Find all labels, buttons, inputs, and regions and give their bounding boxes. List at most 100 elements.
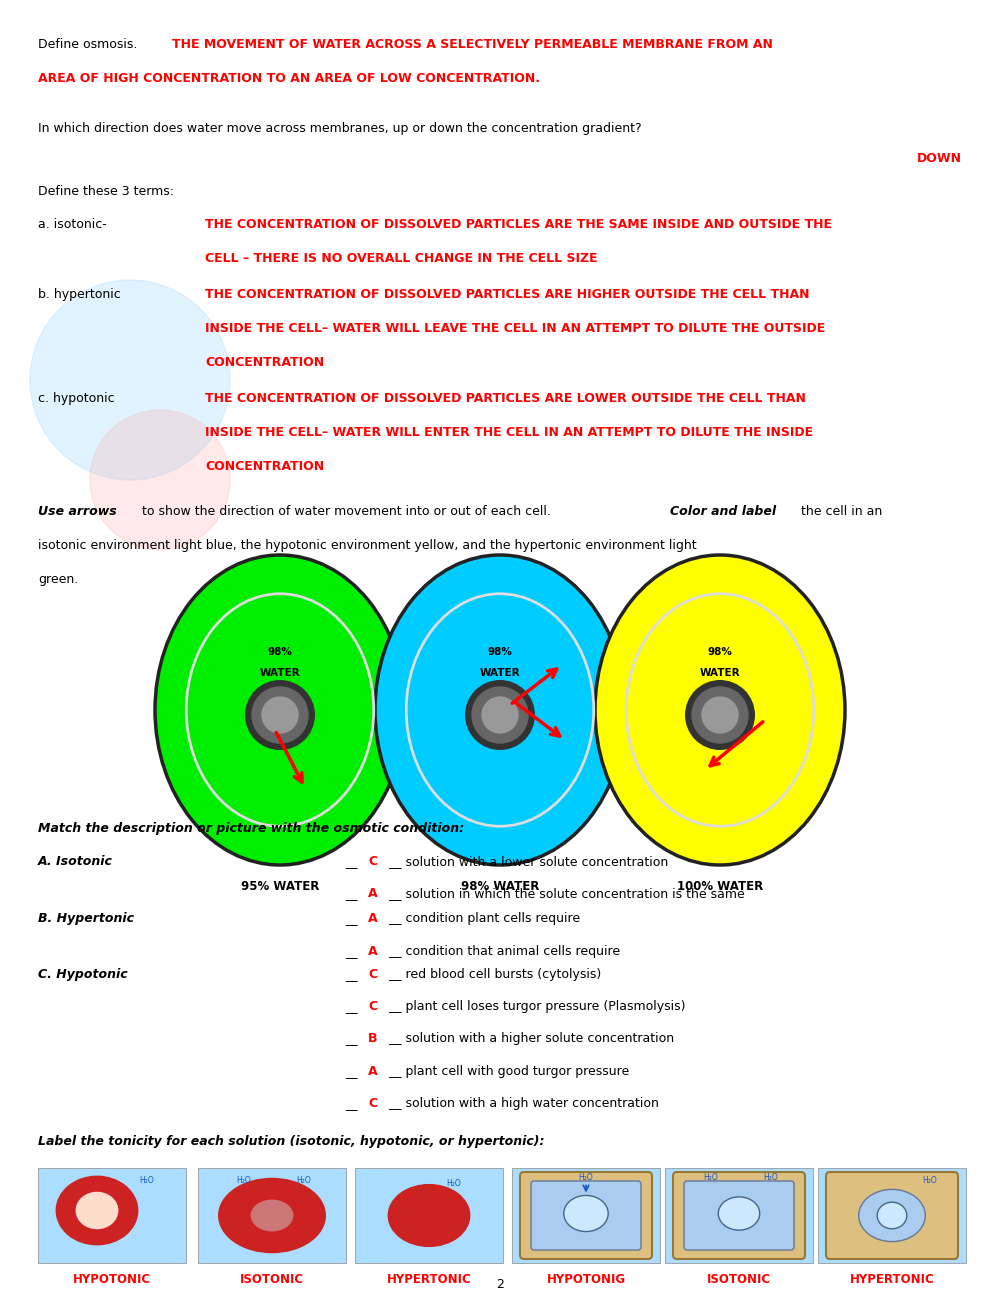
Text: H₂O: H₂O <box>140 1176 154 1185</box>
Circle shape <box>30 280 230 480</box>
Text: __: __ <box>345 912 362 925</box>
Text: A. Isotonic: A. Isotonic <box>38 855 113 868</box>
Text: H₂O: H₂O <box>704 1172 718 1181</box>
Text: WATER: WATER <box>260 668 300 678</box>
Text: ISOTONIC: ISOTONIC <box>707 1273 771 1286</box>
Text: WATER: WATER <box>480 668 520 678</box>
Text: H₂O: H₂O <box>237 1176 251 1185</box>
Text: Define osmosis.: Define osmosis. <box>38 38 141 50</box>
Text: __: __ <box>345 1033 362 1046</box>
FancyBboxPatch shape <box>531 1181 641 1250</box>
Text: C. Hypotonic: C. Hypotonic <box>38 968 128 981</box>
Text: __ condition that animal cells require: __ condition that animal cells require <box>385 945 620 958</box>
Text: CONCENTRATION: CONCENTRATION <box>205 356 324 369</box>
Text: __ plant cell with good turgor pressure: __ plant cell with good turgor pressure <box>385 1065 629 1078</box>
Text: HYPOTONIG: HYPOTONIG <box>546 1273 626 1286</box>
Text: __: __ <box>345 1097 362 1110</box>
Text: 95% WATER: 95% WATER <box>241 880 319 893</box>
Text: 98% WATER: 98% WATER <box>461 880 539 893</box>
FancyBboxPatch shape <box>512 1168 660 1263</box>
Text: H₂O: H₂O <box>764 1172 778 1181</box>
Ellipse shape <box>219 1179 325 1253</box>
Text: A: A <box>368 886 378 901</box>
Text: __ solution with a lower solute concentration: __ solution with a lower solute concentr… <box>385 855 668 868</box>
Text: __: __ <box>345 1065 362 1078</box>
Text: __ solution in which the solute concentration is the same: __ solution in which the solute concentr… <box>385 886 745 901</box>
Circle shape <box>90 410 230 550</box>
Circle shape <box>465 681 535 751</box>
Ellipse shape <box>155 555 405 864</box>
Text: Use arrows: Use arrows <box>38 505 117 518</box>
Ellipse shape <box>375 555 625 864</box>
Text: to show the direction of water movement into or out of each cell.: to show the direction of water movement … <box>138 505 559 518</box>
Text: __: __ <box>345 1000 362 1013</box>
Text: H₂O: H₂O <box>579 1172 593 1181</box>
Ellipse shape <box>859 1189 925 1242</box>
Text: Match the description or picture with the osmotic condition:: Match the description or picture with th… <box>38 822 464 835</box>
FancyBboxPatch shape <box>665 1168 813 1263</box>
Text: Color and label: Color and label <box>670 505 776 518</box>
Ellipse shape <box>186 594 374 827</box>
Ellipse shape <box>388 1184 470 1246</box>
Text: the cell in an: the cell in an <box>797 505 882 518</box>
Text: C: C <box>368 1097 377 1110</box>
Text: __ red blood cell bursts (cytolysis): __ red blood cell bursts (cytolysis) <box>385 968 601 981</box>
Text: THE MOVEMENT OF WATER ACROSS A SELECTIVELY PERMEABLE MEMBRANE FROM AN: THE MOVEMENT OF WATER ACROSS A SELECTIVE… <box>172 38 773 50</box>
Text: A: A <box>368 912 378 925</box>
Text: Label the tonicity for each solution (isotonic, hypotonic, or hypertonic):: Label the tonicity for each solution (is… <box>38 1135 544 1148</box>
Circle shape <box>692 687 748 743</box>
Text: __: __ <box>345 886 362 901</box>
Text: B. Hypertonic: B. Hypertonic <box>38 912 134 925</box>
Text: Define these 3 terms:: Define these 3 terms: <box>38 185 174 198</box>
Text: THE CONCENTRATION OF DISSOLVED PARTICLES ARE HIGHER OUTSIDE THE CELL THAN: THE CONCENTRATION OF DISSOLVED PARTICLES… <box>205 289 810 302</box>
FancyBboxPatch shape <box>38 1168 186 1263</box>
Text: THE CONCENTRATION OF DISSOLVED PARTICLES ARE THE SAME INSIDE AND OUTSIDE THE: THE CONCENTRATION OF DISSOLVED PARTICLES… <box>205 217 832 232</box>
Circle shape <box>702 697 738 732</box>
Ellipse shape <box>718 1197 760 1231</box>
Text: HYPERTONIC: HYPERTONIC <box>387 1273 471 1286</box>
Text: a. isotonic-: a. isotonic- <box>38 217 107 232</box>
Text: THE CONCENTRATION OF DISSOLVED PARTICLES ARE LOWER OUTSIDE THE CELL THAN: THE CONCENTRATION OF DISSOLVED PARTICLES… <box>205 392 806 405</box>
Text: __ solution with a high water concentration: __ solution with a high water concentrat… <box>385 1097 659 1110</box>
Text: isotonic environment light blue, the hypotonic environment yellow, and the hyper: isotonic environment light blue, the hyp… <box>38 540 697 553</box>
FancyBboxPatch shape <box>673 1172 805 1259</box>
Text: HYPOTONIC: HYPOTONIC <box>73 1273 151 1286</box>
Text: __: __ <box>345 855 362 868</box>
Circle shape <box>482 697 518 732</box>
Circle shape <box>262 697 298 732</box>
Text: In which direction does water move across membranes, up or down the concentratio: In which direction does water move acros… <box>38 122 642 135</box>
Text: INSIDE THE CELL– WATER WILL LEAVE THE CELL IN AN ATTEMPT TO DILUTE THE OUTSIDE: INSIDE THE CELL– WATER WILL LEAVE THE CE… <box>205 322 825 335</box>
Circle shape <box>472 687 528 743</box>
Text: HYPERTONIC: HYPERTONIC <box>850 1273 934 1286</box>
FancyBboxPatch shape <box>355 1168 503 1263</box>
Circle shape <box>685 681 755 751</box>
Circle shape <box>252 687 308 743</box>
Text: 2: 2 <box>496 1278 504 1291</box>
FancyBboxPatch shape <box>684 1181 794 1250</box>
Text: A: A <box>368 945 378 958</box>
Text: green.: green. <box>38 573 78 586</box>
Ellipse shape <box>564 1196 608 1232</box>
Text: CONCENTRATION: CONCENTRATION <box>205 459 324 474</box>
Ellipse shape <box>406 594 594 827</box>
Text: 100% WATER: 100% WATER <box>677 880 763 893</box>
Text: c. hypotonic: c. hypotonic <box>38 392 115 405</box>
FancyBboxPatch shape <box>198 1168 346 1263</box>
Text: C: C <box>368 1000 377 1013</box>
FancyBboxPatch shape <box>520 1172 652 1259</box>
Text: B: B <box>368 1033 378 1046</box>
Text: __ plant cell loses turgor pressure (Plasmolysis): __ plant cell loses turgor pressure (Pla… <box>385 1000 686 1013</box>
Text: CELL – THERE IS NO OVERALL CHANGE IN THE CELL SIZE: CELL – THERE IS NO OVERALL CHANGE IN THE… <box>205 252 598 265</box>
Text: H₂O: H₂O <box>923 1176 937 1185</box>
Ellipse shape <box>56 1176 138 1245</box>
Text: __ condition plant cells require: __ condition plant cells require <box>385 912 580 925</box>
Circle shape <box>245 681 315 751</box>
Ellipse shape <box>251 1201 293 1231</box>
Ellipse shape <box>595 555 845 864</box>
Text: WATER: WATER <box>700 668 740 678</box>
Text: b. hypertonic: b. hypertonic <box>38 289 121 302</box>
Text: H₂O: H₂O <box>297 1176 311 1185</box>
Text: H₂O: H₂O <box>447 1179 461 1188</box>
Text: C: C <box>368 968 377 981</box>
FancyBboxPatch shape <box>818 1168 966 1263</box>
